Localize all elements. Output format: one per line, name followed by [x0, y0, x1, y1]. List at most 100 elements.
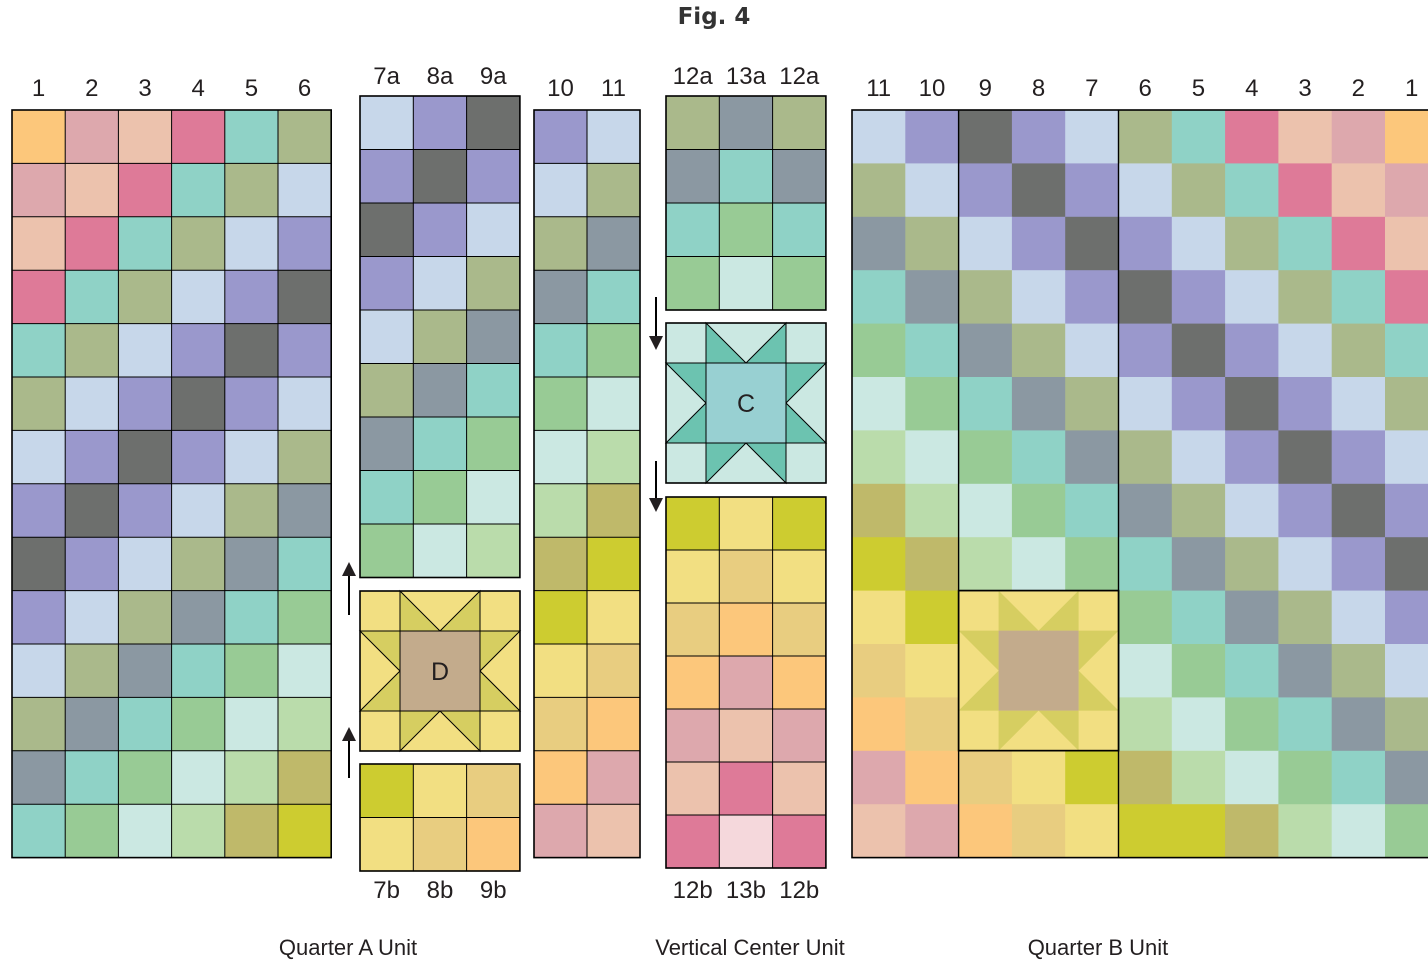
strip-12-13-top-patch [666, 203, 720, 258]
quarter-a-patch [278, 590, 332, 645]
block-c-center-outline [705, 362, 787, 444]
quarter-a-patch [278, 644, 332, 698]
strip-7-9-top-patch [413, 417, 468, 472]
strip-12-13-bottom-patch [666, 656, 720, 710]
quarter-b-patch [1385, 590, 1428, 645]
strip-7-9-bottom-patch [466, 817, 521, 872]
quarter-b-column-label: 1 [1405, 75, 1418, 102]
strip-12-13-top-patch [719, 149, 774, 204]
strip-12-13-top-patch [666, 96, 720, 151]
strip-12-13-bottom-patch [666, 815, 720, 869]
quarter-b-patch [1225, 590, 1279, 645]
quarter-b-patch [1331, 644, 1386, 698]
strip-7-9-top-patch [466, 310, 521, 365]
quarter-b-patch [1385, 216, 1428, 271]
quarter-b-patch [958, 270, 1013, 325]
quarter-b-patch [1171, 430, 1226, 485]
quarter-a-column-label: 3 [138, 75, 151, 102]
quarter-b-patch [1171, 270, 1226, 325]
quarter-b-patch [852, 590, 906, 645]
quarter-a-patch [12, 430, 66, 485]
quarter-a-patch [171, 377, 226, 431]
quarter-a-patch [118, 270, 173, 325]
quarter-b-patch [1011, 537, 1066, 592]
quarter-b-patch [1278, 270, 1333, 325]
quarter-b-patch [1278, 430, 1333, 485]
quarter-b-patch [852, 323, 906, 378]
strip-12-13-top-column-label: 12a [779, 63, 820, 90]
quarter-a-patch [278, 216, 332, 271]
quarter-b-star-star-point [1078, 670, 1119, 711]
quarter-b-patch [1225, 110, 1279, 164]
quarter-b-patch [1065, 377, 1120, 431]
strip-10-11-patch [587, 163, 641, 218]
quarter-a-patch [278, 163, 332, 218]
quarter-a-patch [224, 483, 279, 538]
strip-7-9-top-border [359, 95, 521, 579]
quarter-b-patch [1011, 430, 1066, 485]
quarter-b-star-star-point [958, 630, 999, 671]
strip-12-13-top-column-label: 12a [673, 63, 714, 90]
quarter-b-column-label: 11 [866, 75, 891, 102]
quarter-a-patch [118, 163, 173, 218]
quarter-b-patch [1278, 323, 1333, 378]
quarter-b-patch [1171, 483, 1226, 538]
quarter-b-patch [1118, 750, 1173, 805]
quarter-a-patch [12, 110, 66, 164]
quarter-a-patch [65, 537, 119, 592]
quarter-b-patch [1331, 430, 1386, 485]
quarter-a-patch [224, 110, 279, 164]
quarter-a-patch [65, 483, 119, 538]
quarter-a-patch [171, 216, 226, 271]
quarter-b-patch [905, 537, 960, 592]
quarter-a-patch [118, 377, 173, 431]
quarter-b-patch [1011, 377, 1066, 431]
quarter-a-patch [12, 377, 66, 431]
quarter-b-patch [852, 110, 906, 164]
caption-quarter-a: Quarter A Unit [279, 935, 417, 960]
quarter-a-patch [224, 697, 279, 752]
quarter-b-patch [1171, 750, 1226, 805]
quarter-b-patch [1118, 110, 1173, 164]
quarter-b-patch [1011, 110, 1066, 164]
strip-12-13-bottom-patch [772, 603, 827, 657]
block-d-center-square [400, 631, 480, 711]
quarter-a-patch [12, 590, 66, 645]
quarter-b-star-star-point [1038, 590, 1079, 631]
strip-7-9-top-patch [413, 96, 468, 151]
quarter-a-patch [171, 750, 226, 805]
strip-12-13-top-patch [772, 149, 827, 204]
strip-12-13-bottom-patch [772, 497, 827, 551]
strip-12-13-bottom-patch [666, 709, 720, 763]
strip-10-11-patch [534, 430, 588, 485]
quarter-a-patch [118, 430, 173, 485]
quarter-b-column-label: 5 [1192, 75, 1205, 102]
quarter-a-patch [224, 216, 279, 271]
quarter-b-border [851, 109, 1428, 859]
quarter-b-patch [1278, 163, 1333, 218]
quarter-b-patch [905, 697, 960, 752]
quarter-b-patch [852, 644, 906, 698]
quarter-b-patch [1171, 163, 1226, 218]
strip-7-9-top-patch [466, 470, 521, 525]
quarter-a-patch [224, 430, 279, 485]
quarter-a-patch [118, 483, 173, 538]
strip-7-9-bottom-patch [413, 817, 468, 872]
quarter-b-patch [852, 377, 906, 431]
quarter-b-patch [1171, 644, 1226, 698]
quarter-a-patch [12, 163, 66, 218]
quarter-b-patch [1011, 163, 1066, 218]
quarter-b-star-star-point [1038, 710, 1079, 751]
quarter-a-patch [118, 110, 173, 164]
quarter-a-patch [278, 804, 332, 859]
strip-10-11-patch [587, 430, 641, 485]
quarter-a-patch [65, 270, 119, 325]
quarter-b-patch [905, 750, 960, 805]
strip-12-13-bottom-patch [719, 550, 774, 604]
strip-12-13-bottom-patch [719, 497, 774, 551]
quarter-b-patch [1171, 377, 1226, 431]
strip-12-13-bottom-border [665, 496, 827, 869]
strip-12-13-bottom-column-label: 12b [673, 877, 713, 904]
quarter-b-patch [1065, 804, 1120, 859]
strip-12-13-top-patch [719, 256, 774, 311]
